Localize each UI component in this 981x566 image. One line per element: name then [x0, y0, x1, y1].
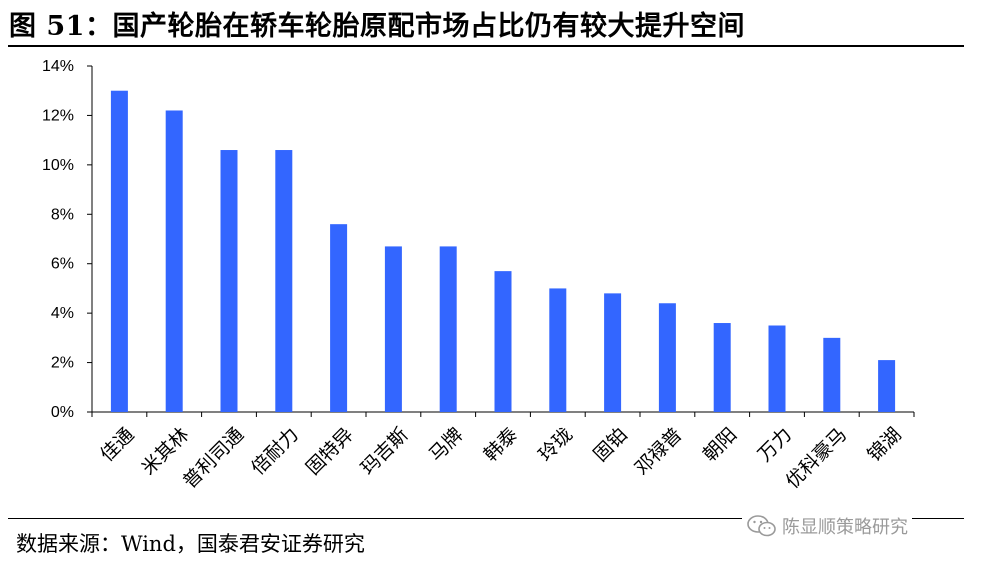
bar	[165, 110, 183, 412]
bar	[713, 323, 731, 412]
watermark: 陈显顺策略研究	[742, 511, 912, 541]
x-category-label: 马牌	[425, 424, 467, 466]
y-tick-label: 8%	[51, 206, 74, 223]
watermark-text: 陈显顺策略研究	[782, 517, 908, 538]
y-tick-label: 2%	[51, 355, 74, 372]
x-category-label: 朝阳	[699, 424, 741, 466]
x-category-label: 万力	[754, 424, 796, 466]
source-divider	[8, 518, 964, 519]
y-tick-label: 10%	[42, 157, 74, 174]
wechat-icon	[747, 515, 776, 537]
x-category-label: 玛吉斯	[357, 424, 413, 480]
x-category-label: 玲珑	[535, 424, 577, 466]
x-category-label: 固铂	[589, 424, 631, 466]
x-category-label: 锦湖	[863, 424, 905, 466]
bar	[330, 224, 348, 412]
bar	[604, 293, 622, 412]
x-category-label: 邓禄普	[631, 424, 687, 480]
x-category-label: 佳通	[96, 424, 138, 466]
y-tick-label: 4%	[51, 305, 74, 322]
title-divider	[8, 45, 964, 47]
y-tick-label: 6%	[51, 256, 74, 273]
figure-title: 图 51：国产轮胎在轿车轮胎原配市场占比仍有较大提升空间	[9, 11, 745, 42]
x-category-label: 普利司通	[179, 424, 248, 493]
bar	[275, 150, 293, 412]
bar	[823, 337, 841, 412]
bar	[494, 271, 512, 412]
bar	[220, 150, 238, 412]
bar	[658, 303, 676, 412]
bar	[549, 288, 567, 412]
x-category-label: 倍耐力	[247, 424, 303, 480]
y-tick-label: 12%	[42, 107, 74, 124]
bar	[384, 246, 402, 412]
x-category-label: 优科豪马	[782, 424, 851, 493]
bar-chart: 0%2%4%6%8%10%12%14%佳通米其林普利司通倍耐力固特异玛吉斯 马牌韩…	[42, 58, 915, 493]
source-note: 数据来源：Wind，国泰君安证券研究	[16, 532, 365, 556]
x-category-label: 韩泰	[480, 424, 522, 466]
bar	[878, 360, 896, 412]
y-tick-label: 14%	[42, 58, 74, 75]
bar	[439, 246, 457, 412]
y-tick-label: 0%	[51, 404, 74, 421]
bar	[768, 325, 786, 412]
bar	[110, 90, 128, 412]
x-category-label: 固特异	[302, 424, 358, 480]
